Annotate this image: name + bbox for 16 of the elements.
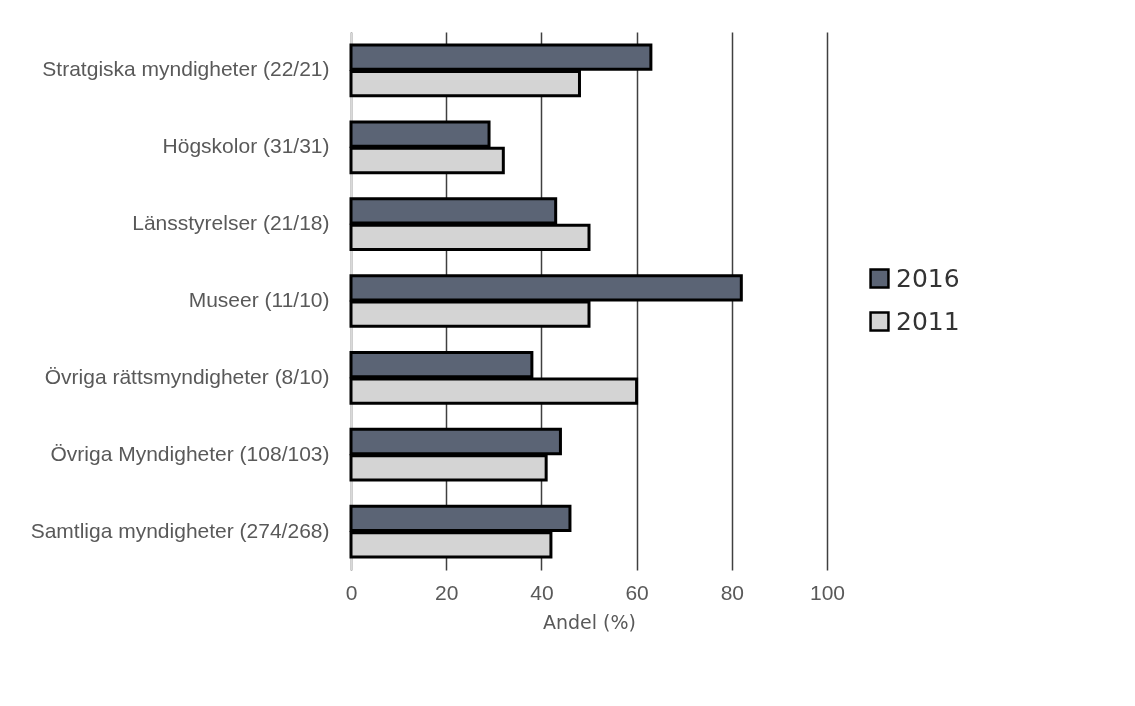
y-tick-label: Stratgiska myndigheter (22/21) [42, 57, 330, 81]
y-tick-label: Museer (11/10) [188, 288, 330, 311]
x-tick-label: 60 [625, 580, 649, 604]
y-tick-label: Övriga Myndigheter (108/103) [50, 441, 330, 465]
y-tick-label: Övriga rättsmyndigheter (8/10) [44, 364, 330, 388]
x-axis-title: Andel (%) [543, 610, 636, 633]
x-tick-label: 0 [345, 580, 358, 604]
x-tick-label: 80 [720, 580, 744, 604]
x-tick-label: 40 [530, 580, 554, 604]
y-tick-label: Länsstyrelser (21/18) [132, 211, 330, 235]
x-tick-label: 20 [435, 580, 459, 604]
x-tick-label: 100 [809, 580, 846, 604]
y-tick-label: Samtliga myndigheter (274/268) [30, 518, 330, 542]
legend-label: 2011 [896, 306, 960, 336]
legend-label: 2016 [896, 263, 960, 293]
y-tick-label: Högskolor (31/31) [162, 134, 330, 158]
